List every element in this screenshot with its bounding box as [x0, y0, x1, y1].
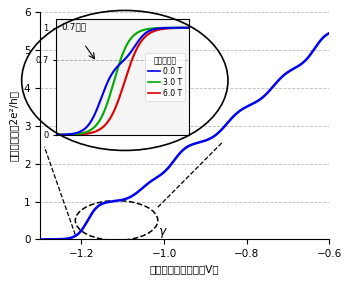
Y-axis label: 電気伝導度（2e²/h）: 電気伝導度（2e²/h） [8, 90, 18, 161]
X-axis label: 静電ゲート電圧　（V）: 静電ゲート電圧 （V） [150, 265, 219, 275]
Text: γ: γ [158, 225, 165, 238]
